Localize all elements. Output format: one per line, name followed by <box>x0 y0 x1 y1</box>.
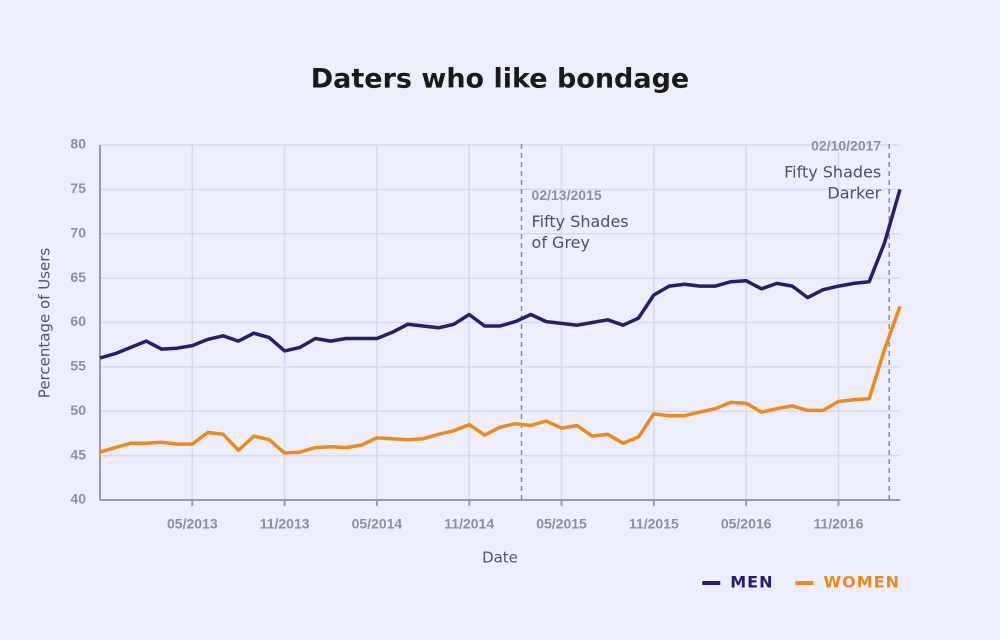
y-tick-label: 70 <box>70 224 86 240</box>
legend-label: WOMEN <box>824 573 901 592</box>
x-tick-label: 11/2014 <box>444 516 494 532</box>
annotation-text: Fifty Shades <box>784 163 881 182</box>
chart-title: Daters who like bondage <box>311 64 690 95</box>
y-tick-label: 65 <box>70 269 86 285</box>
y-tick-label: 55 <box>70 358 86 374</box>
y-tick-label: 75 <box>70 180 86 196</box>
x-tick-label: 05/2016 <box>721 516 772 532</box>
y-tick-label: 45 <box>70 446 86 462</box>
x-tick-label: 05/2014 <box>352 516 403 532</box>
x-tick-label: 11/2016 <box>814 516 864 532</box>
annotation-text: Fifty Shades <box>532 212 629 231</box>
legend-label: MEN <box>730 573 773 592</box>
x-axis-label: Date <box>482 549 518 567</box>
y-tick-label: 60 <box>70 313 86 329</box>
y-tick-label: 50 <box>70 402 86 418</box>
y-axis-label: Percentage of Users <box>36 248 54 399</box>
x-tick-label: 11/2015 <box>629 516 679 532</box>
annotation-text: of Grey <box>532 233 590 252</box>
series-line <box>99 305 902 455</box>
y-tick-label: 80 <box>70 136 86 152</box>
x-tick-label: 11/2013 <box>260 516 310 532</box>
annotation-text: Darker <box>827 184 881 203</box>
annotation-date: 02/13/2015 <box>532 187 602 203</box>
x-tick-label: 05/2013 <box>167 516 218 532</box>
y-tick-label: 40 <box>70 491 86 507</box>
series-line <box>99 188 902 360</box>
annotation-date: 02/10/2017 <box>811 138 881 154</box>
x-tick-label: 05/2015 <box>536 516 587 532</box>
